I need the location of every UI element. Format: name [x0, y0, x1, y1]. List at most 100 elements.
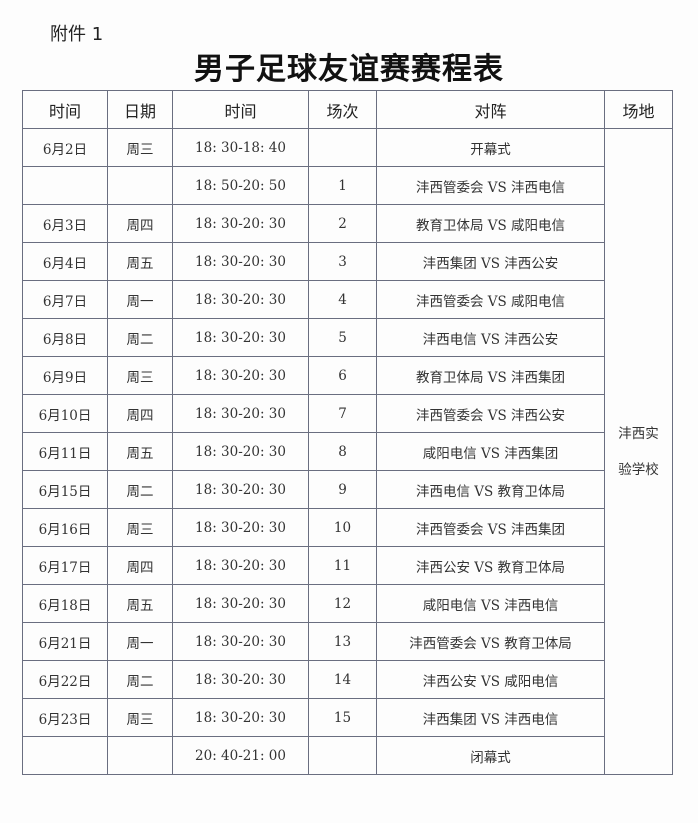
- match-cell: 沣西集团 VS 沣西电信: [376, 698, 605, 737]
- round-cell: 2: [308, 204, 377, 243]
- time-cell: 18: 30-20: 30: [172, 546, 309, 585]
- table-row: 6月17日 周四 18: 30-20: 30 11 沣西公安 VS 教育卫体局: [22, 546, 673, 585]
- round-cell: 11: [308, 546, 377, 585]
- date-cell: 6月10日: [22, 394, 108, 433]
- date-cell: 6月4日: [22, 242, 108, 281]
- match-cell: 沣西电信 VS 沣西公安: [376, 318, 605, 357]
- header-venue: 场地: [604, 90, 673, 129]
- header-match: 对阵: [376, 90, 605, 129]
- weekday-cell: 周一: [107, 280, 173, 319]
- date-cell: 6月2日: [22, 128, 108, 167]
- table-row: 6月18日 周五 18: 30-20: 30 12 咸阳电信 VS 沣西电信: [22, 584, 673, 623]
- date-cell: 6月22日: [22, 660, 108, 699]
- time-cell: 18: 50-20: 50: [172, 166, 309, 205]
- date-cell: 6月17日: [22, 546, 108, 585]
- header-time-slot: 时间: [172, 90, 309, 129]
- page-title: 男子足球友谊赛赛程表: [194, 52, 504, 87]
- round-cell: [308, 736, 377, 775]
- table-row: 6月15日 周二 18: 30-20: 30 9 沣西电信 VS 教育卫体局: [22, 470, 673, 509]
- date-cell: 6月7日: [22, 280, 108, 319]
- weekday-cell: 周五: [107, 242, 173, 281]
- match-cell: 沣西管委会 VS 沣西集团: [376, 508, 605, 547]
- table-row: 6月22日 周二 18: 30-20: 30 14 沣西公安 VS 咸阳电信: [22, 660, 673, 699]
- date-cell: 6月18日: [22, 584, 108, 623]
- table-row: 20: 40-21: 00 闭幕式: [22, 736, 673, 775]
- match-cell: 沣西公安 VS 教育卫体局: [376, 546, 605, 585]
- match-cell: 教育卫体局 VS 咸阳电信: [376, 204, 605, 243]
- time-cell: 18: 30-20: 30: [172, 280, 309, 319]
- weekday-cell: 周五: [107, 432, 173, 471]
- match-cell: 教育卫体局 VS 沣西集团: [376, 356, 605, 395]
- round-cell: 15: [308, 698, 377, 737]
- time-cell: 18: 30-18: 40: [172, 128, 309, 167]
- match-cell: 咸阳电信 VS 沣西集团: [376, 432, 605, 471]
- table-row: 6月2日 周三 18: 30-18: 40 开幕式 沣西实 验学校: [22, 128, 673, 775]
- match-cell: 沣西管委会 VS 咸阳电信: [376, 280, 605, 319]
- match-cell: 咸阳电信 VS 沣西电信: [376, 584, 605, 623]
- venue-line: 沣西实: [618, 425, 659, 442]
- match-cell: 沣西公安 VS 咸阳电信: [376, 660, 605, 699]
- time-cell: 18: 30-20: 30: [172, 698, 309, 737]
- round-cell: 1: [308, 166, 377, 205]
- table-row: 6月10日 周四 18: 30-20: 30 7 沣西管委会 VS 沣西公安: [22, 394, 673, 433]
- weekday-cell: 周二: [107, 660, 173, 699]
- date-cell: [22, 166, 108, 205]
- table-row: 6月16日 周三 18: 30-20: 30 10 沣西管委会 VS 沣西集团: [22, 508, 673, 547]
- round-cell: 12: [308, 584, 377, 623]
- table-row: 18: 50-20: 50 1 沣西管委会 VS 沣西电信: [22, 166, 673, 205]
- weekday-cell: 周二: [107, 318, 173, 357]
- weekday-cell: 周三: [107, 356, 173, 395]
- weekday-cell: 周四: [107, 394, 173, 433]
- header-round: 场次: [308, 90, 377, 129]
- time-cell: 18: 30-20: 30: [172, 584, 309, 623]
- table-row: 6月4日 周五 18: 30-20: 30 3 沣西集团 VS 沣西公安: [22, 242, 673, 281]
- table-row: 6月23日 周三 18: 30-20: 30 15 沣西集团 VS 沣西电信: [22, 698, 673, 737]
- weekday-cell: [107, 736, 173, 775]
- round-cell: 4: [308, 280, 377, 319]
- time-cell: 18: 30-20: 30: [172, 622, 309, 661]
- time-cell: 18: 30-20: 30: [172, 470, 309, 509]
- weekday-cell: 周三: [107, 128, 173, 167]
- match-cell: 沣西管委会 VS 沣西电信: [376, 166, 605, 205]
- match-cell: 开幕式: [376, 128, 605, 167]
- header-row: 时间 日期 时间 场次 对阵 场地: [22, 90, 673, 129]
- table-row: 6月11日 周五 18: 30-20: 30 8 咸阳电信 VS 沣西集团: [22, 432, 673, 471]
- venue-line: 验学校: [618, 461, 659, 478]
- match-cell: 沣西管委会 VS 教育卫体局: [376, 622, 605, 661]
- round-cell: 13: [308, 622, 377, 661]
- date-cell: 6月9日: [22, 356, 108, 395]
- date-cell: 6月15日: [22, 470, 108, 509]
- round-cell: 3: [308, 242, 377, 281]
- weekday-cell: 周二: [107, 470, 173, 509]
- header-date: 日期: [107, 90, 173, 129]
- match-cell: 闭幕式: [376, 736, 605, 775]
- round-cell: 7: [308, 394, 377, 433]
- time-cell: 18: 30-20: 30: [172, 242, 309, 281]
- time-cell: 18: 30-20: 30: [172, 508, 309, 547]
- date-cell: [22, 736, 108, 775]
- weekday-cell: [107, 166, 173, 205]
- date-cell: 6月16日: [22, 508, 108, 547]
- time-cell: 18: 30-20: 30: [172, 204, 309, 243]
- weekday-cell: 周三: [107, 698, 173, 737]
- match-cell: 沣西集团 VS 沣西公安: [376, 242, 605, 281]
- date-cell: 6月21日: [22, 622, 108, 661]
- time-cell: 18: 30-20: 30: [172, 356, 309, 395]
- round-cell: [308, 128, 377, 167]
- time-cell: 18: 30-20: 30: [172, 394, 309, 433]
- schedule-table: 时间 日期 时间 场次 对阵 场地 6月2日 周三 18: 30-18: 40 开幕式…: [22, 90, 673, 775]
- round-cell: 5: [308, 318, 377, 357]
- round-cell: 8: [308, 432, 377, 471]
- round-cell: 9: [308, 470, 377, 509]
- attachment-label: 附件 1: [50, 24, 104, 45]
- weekday-cell: 周五: [107, 584, 173, 623]
- time-cell: 20: 40-21: 00: [172, 736, 309, 775]
- time-cell: 18: 30-20: 30: [172, 660, 309, 699]
- weekday-cell: 周四: [107, 204, 173, 243]
- time-cell: 18: 30-20: 30: [172, 318, 309, 357]
- date-cell: 6月8日: [22, 318, 108, 357]
- date-cell: 6月23日: [22, 698, 108, 737]
- match-cell: 沣西电信 VS 教育卫体局: [376, 470, 605, 509]
- table-row: 6月3日 周四 18: 30-20: 30 2 教育卫体局 VS 咸阳电信: [22, 204, 673, 243]
